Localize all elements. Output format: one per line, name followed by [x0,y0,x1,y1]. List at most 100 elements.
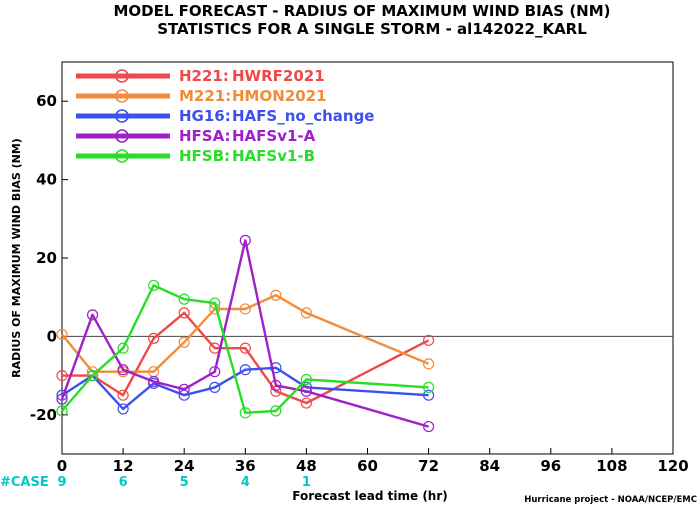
series-HAFS_no_change [56,362,435,415]
legend-item: HFSB: HAFSv1-B [76,147,315,165]
case-count: 5 [180,475,189,490]
x-tick-label: 24 [174,457,195,475]
data-point [56,405,68,417]
legend-label: HWRF2021 [232,67,325,85]
data-point [56,370,68,382]
legend-item: M221: HMON2021 [76,87,327,105]
data-point [423,389,435,401]
case-count: 1 [302,475,311,490]
series-line [61,284,429,414]
x-tick-label: 0 [57,457,67,475]
data-point [56,389,68,401]
series-line [61,294,430,373]
cases-label: #CASE [0,475,49,490]
x-tick-label: 36 [235,457,256,475]
chart-title-line1: MODEL FORECAST - RADIUS OF MAXIMUM WIND … [113,2,610,20]
data-point [270,379,282,391]
data-point [239,303,251,315]
x-tick-label: 72 [418,457,439,475]
legend-code: M221: [179,87,231,105]
legend-marker [115,109,129,123]
data-point [148,375,160,388]
series-line [60,239,429,428]
x-tick-label: 96 [540,457,561,475]
x-tick-label: 48 [296,457,317,475]
legend-marker [115,89,129,103]
case-count: 4 [241,475,250,490]
chart-title-line2: STATISTICS FOR A SINGLE STORM - al142022… [157,20,587,38]
data-point [239,407,251,419]
legend-code: HFSB: [179,147,230,165]
series-line [62,311,430,405]
data-point [423,420,435,433]
series-line [61,366,429,411]
y-tick-label: -20 [30,406,57,424]
y-tick-label: 40 [36,171,57,189]
data-point [300,397,312,409]
legend-label: HMON2021 [232,87,327,105]
data-point [239,342,251,354]
data-point [178,307,190,319]
x-tick-label: 120 [657,457,688,475]
data-point [270,289,282,301]
data-point [300,385,312,397]
data-point [56,328,68,341]
data-point [117,403,129,415]
legend-label: HAFS_no_change [232,107,374,125]
legend-marker [115,69,129,83]
data-point [117,364,129,376]
series-HAFSv1-B [56,279,435,419]
data-point [209,381,221,393]
series-layer [56,234,435,433]
axis-ticks: 0 12 24 36 48 60 72 84 96 108 120 -20 0 20 40 60 [30,92,689,475]
series-HMON2021 [56,289,435,378]
legend-item: HFSA: HAFSv1-A [76,127,316,145]
series-HAFSv1-A [56,234,435,433]
legend-label: HAFSv1-A [232,127,316,145]
data-point [209,297,221,309]
data-point [423,381,435,393]
data-point [239,364,251,376]
y-axis-label: RADIUS OF MAXIMUM WIND BIAS (NM) [10,138,23,378]
case-count: 6 [119,475,128,490]
data-point [117,342,129,354]
data-point [86,370,99,382]
data-point [270,405,282,417]
data-point [178,293,190,305]
legend-marker [115,129,129,143]
data-point [148,279,160,292]
data-point [423,358,435,370]
case-count: 9 [57,475,66,490]
legend-item: HG16: HAFS_no_change [76,107,374,125]
y-tick-label: 60 [36,92,57,110]
data-point [209,366,221,378]
x-tick-label: 108 [596,457,627,475]
y-tick-label: 20 [36,249,57,267]
data-point [239,234,251,246]
data-point [300,373,312,386]
data-point [178,336,190,348]
legend-code: H221: [179,67,229,85]
data-point [178,383,190,395]
data-point [117,389,129,401]
data-point [300,307,312,319]
x-tick-label: 12 [113,457,134,475]
data-point [423,334,435,346]
legend-code: HG16: [179,107,231,125]
credit-label: Hurricane project - NOAA/NCEP/EMC [524,495,697,505]
x-axis-label: Forecast lead time (hr) [292,489,448,503]
data-point [148,332,160,344]
data-point [270,362,282,374]
case-counts: #CASE 9 6 5 4 1 [0,475,311,490]
x-tick-label: 60 [357,457,378,475]
legend-marker [115,149,129,163]
data-point [86,309,99,321]
legend-item: H221: HWRF2021 [76,67,325,85]
data-point [56,393,68,405]
x-tick-label: 84 [479,457,500,475]
legend-code: HFSA: [179,127,231,145]
legend-label: HAFSv1-B [232,147,315,165]
y-tick-label: 0 [47,327,57,345]
